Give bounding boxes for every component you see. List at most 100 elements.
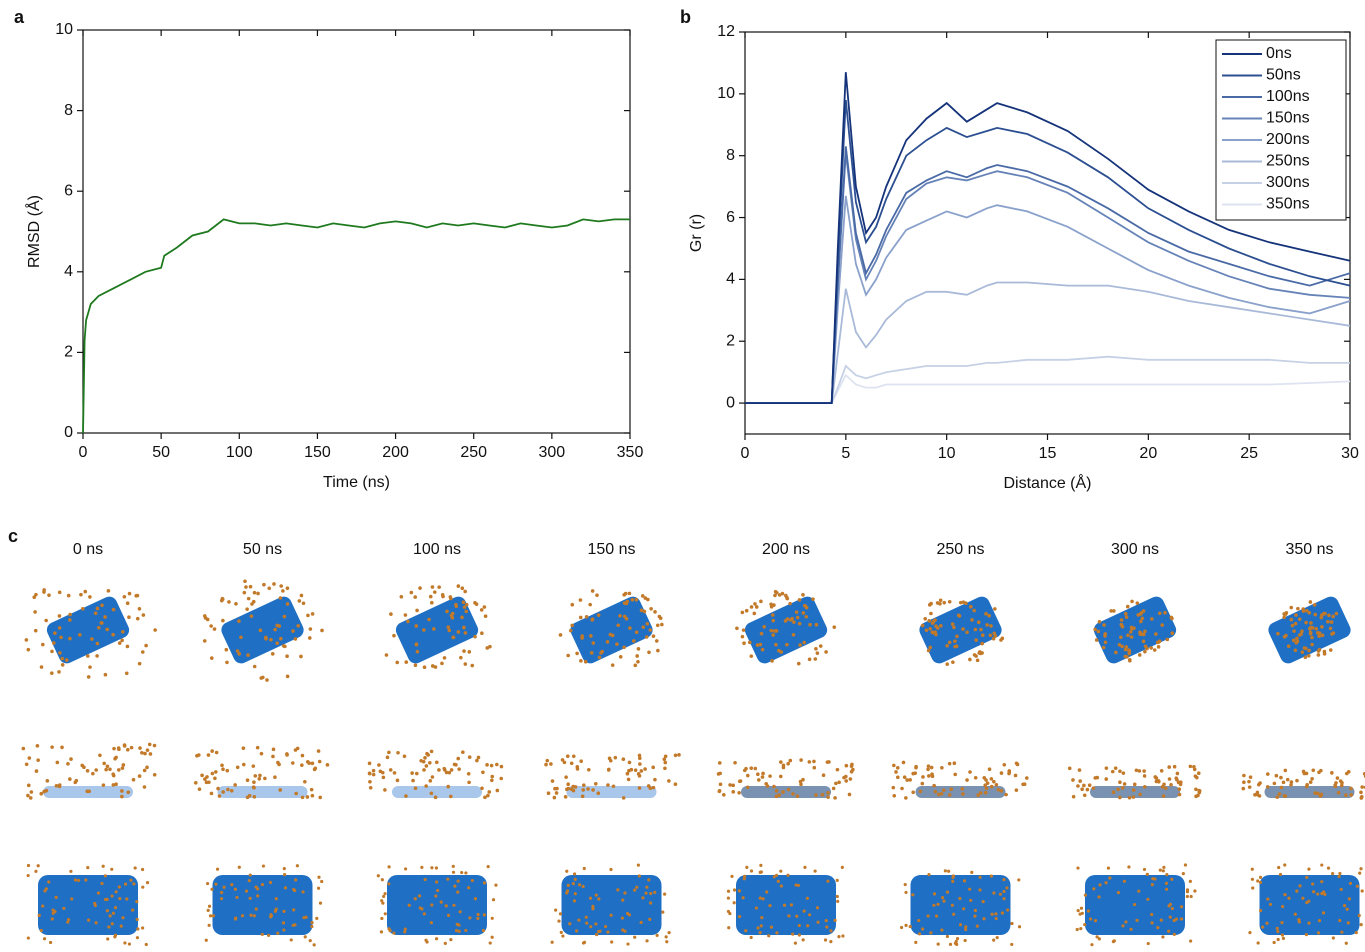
ligand [1317, 919, 1322, 923]
ligand [993, 634, 998, 638]
ligand [1284, 611, 1289, 615]
ligand [818, 644, 823, 648]
ligand [1247, 779, 1251, 784]
protein-side [1264, 786, 1355, 798]
ligand [1328, 626, 1333, 631]
ligand [803, 865, 807, 870]
ligand [395, 660, 400, 665]
ligand [1156, 645, 1161, 649]
ligand [1344, 771, 1349, 776]
ligand [1113, 766, 1118, 770]
ligand [60, 745, 64, 750]
ligand [1092, 887, 1096, 891]
ligand [904, 796, 908, 800]
ligand [1078, 779, 1082, 783]
ligand [84, 878, 88, 882]
ligand [211, 914, 216, 918]
ligand [571, 788, 576, 793]
ligand [316, 886, 321, 890]
ligand [83, 589, 88, 594]
ligand [786, 787, 791, 792]
ligand [32, 595, 37, 600]
ligand [579, 759, 583, 764]
ligand [481, 770, 485, 775]
ligand [1338, 918, 1342, 923]
ligand [1290, 623, 1295, 628]
ligand [430, 866, 434, 870]
ligand [643, 596, 648, 600]
ligand [68, 618, 72, 622]
ligand [999, 771, 1004, 775]
x-tick-label: 10 [938, 445, 956, 462]
ligand [382, 894, 386, 899]
ligand [403, 927, 407, 931]
ligand [206, 881, 210, 886]
ligand [558, 912, 563, 916]
ligand [590, 617, 595, 622]
ligand [557, 919, 561, 923]
ligand [148, 752, 153, 756]
ligand [653, 777, 657, 782]
ligand [758, 931, 762, 935]
ligand [308, 939, 312, 943]
protein-bottom [1259, 875, 1360, 935]
ligand [969, 604, 973, 609]
protein-top [221, 596, 304, 664]
ligand [572, 872, 577, 876]
ligand [95, 641, 100, 646]
ligand [596, 613, 601, 617]
ligand [1248, 930, 1252, 935]
ligand [462, 605, 467, 609]
ligand [307, 636, 312, 640]
ligand [584, 915, 588, 919]
ligand [141, 926, 145, 930]
ligand [212, 627, 217, 631]
ligand [227, 600, 231, 604]
ligand [246, 596, 251, 601]
ligand [104, 767, 108, 772]
ligand [635, 654, 639, 658]
ligand [920, 623, 925, 628]
ligand [306, 613, 310, 618]
ligand [1176, 780, 1181, 785]
ligand [985, 781, 990, 785]
ligand [1276, 937, 1280, 942]
ligand [663, 892, 667, 896]
ligand [807, 760, 812, 764]
ligand [205, 775, 209, 779]
ligand [1091, 786, 1096, 790]
ligand [60, 656, 65, 661]
ligand [207, 923, 211, 927]
ligand [467, 886, 471, 890]
ligand [221, 767, 225, 772]
ligand [1312, 603, 1317, 607]
ligand [1142, 774, 1147, 778]
ligand [726, 896, 731, 900]
ligand [1082, 783, 1086, 788]
ligand [257, 776, 262, 781]
ligand [264, 636, 268, 641]
ligand [984, 786, 989, 791]
ligand [285, 654, 289, 659]
ligand [490, 778, 494, 783]
ligand [795, 914, 799, 918]
ligand [926, 767, 930, 772]
ligand [965, 630, 969, 635]
ligand [815, 906, 820, 910]
ligand [921, 927, 925, 931]
ligand [142, 768, 147, 773]
ligand [928, 645, 933, 650]
ligand [303, 779, 307, 784]
ligand [1322, 652, 1327, 656]
ligand [1098, 883, 1102, 887]
ligand [458, 910, 462, 914]
ligand [956, 613, 961, 618]
ligand [98, 753, 102, 758]
ligand [644, 891, 648, 895]
ligand [770, 659, 774, 663]
ligand [44, 618, 48, 623]
ligand [456, 879, 460, 883]
ligand [1118, 769, 1122, 774]
ligand [414, 642, 419, 646]
ligand [1282, 615, 1287, 620]
